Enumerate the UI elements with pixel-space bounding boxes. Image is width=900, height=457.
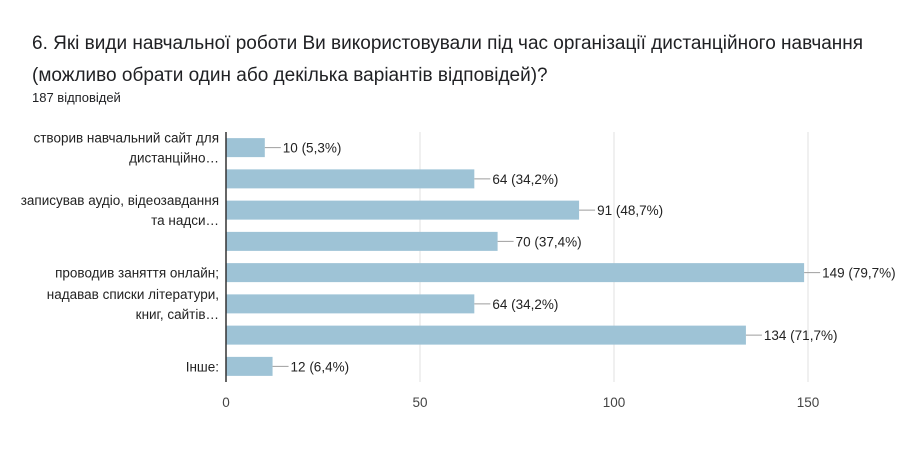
category-label: створив навчальний сайт для (34, 131, 220, 146)
value-label: 64 (34,2%) (492, 297, 558, 312)
response-count: 187 відповідей (32, 90, 121, 105)
bar (226, 138, 265, 158)
value-label: 149 (79,7%) (822, 266, 896, 281)
value-label: 64 (34,2%) (492, 172, 558, 187)
x-tick-label: 50 (412, 395, 427, 410)
category-label: дистанційно… (129, 151, 219, 166)
bar (226, 200, 580, 220)
x-tick-label: 100 (603, 395, 626, 410)
value-label: 12 (6,4%) (291, 359, 350, 374)
value-label: 10 (5,3%) (283, 141, 342, 156)
bar (226, 294, 475, 314)
category-label: проводив заняття онлайн; (55, 266, 219, 281)
question-title: 6. Які види навчальної роботи Ви викорис… (32, 33, 864, 86)
bar (226, 169, 475, 189)
bar (226, 263, 805, 283)
value-label: 70 (37,4%) (516, 234, 582, 249)
bar (226, 325, 746, 345)
value-label: 91 (48,7%) (597, 203, 663, 218)
category-label: записував аудіо, відеозавдання (21, 193, 219, 208)
bar (226, 356, 273, 376)
category-label: Інше: (186, 359, 219, 374)
x-tick-label: 150 (797, 395, 820, 410)
category-label: книг, сайтів… (136, 307, 219, 322)
category-label: надавав списки літератури, (47, 287, 219, 302)
x-tick-label: 0 (222, 395, 230, 410)
bar (226, 231, 498, 251)
category-label: та надси… (151, 213, 219, 228)
value-label: 134 (71,7%) (764, 328, 838, 343)
